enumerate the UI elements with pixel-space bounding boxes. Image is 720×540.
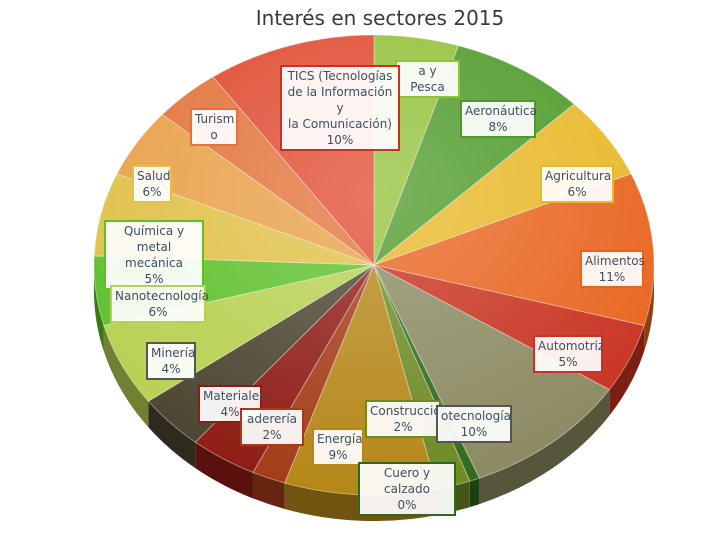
label-turismo: Turism o <box>190 108 238 146</box>
pie-slice-side <box>94 265 104 352</box>
label-maderia: aderería 2% <box>240 408 304 446</box>
label-energia: Energía 9% <box>312 428 364 466</box>
pie-highlight <box>94 35 654 495</box>
pie-slice-side <box>644 265 654 352</box>
label-nanotecnologia-right: otecnología 10% <box>436 405 512 443</box>
label-agricultura: Agricultura 6% <box>540 165 614 203</box>
label-automotriz: Automotriz 5% <box>533 335 604 373</box>
pie-slice-side <box>148 401 196 469</box>
label-salud: Salud 6% <box>132 165 172 203</box>
pie-slice-side <box>609 325 645 416</box>
pie-slice-side <box>469 478 480 508</box>
pie-slice-side <box>103 325 149 428</box>
pie-slice-side <box>252 472 285 509</box>
label-quimica: Química y metal mecánica 5% <box>104 220 204 290</box>
label-tics: TICS (Tecnologías de la Información y la… <box>280 65 400 151</box>
label-nanotecnologia-left: Nanotecnología 6% <box>110 285 209 323</box>
label-cuero: Cuero y calzado 0% <box>358 462 456 516</box>
label-pesca: a y Pesca <box>395 60 460 98</box>
chart-title: Interés en sectores 2015 <box>255 6 505 30</box>
label-alimentos: Alimentos 11% <box>580 250 645 288</box>
pie-slice-side <box>195 442 253 499</box>
pie-slice-side <box>479 389 610 505</box>
label-mineria: Minería 4% <box>146 342 196 380</box>
label-construccion: Construcción 2% <box>365 400 448 438</box>
label-aeronautica: Aeronáutica 8% <box>460 100 537 138</box>
